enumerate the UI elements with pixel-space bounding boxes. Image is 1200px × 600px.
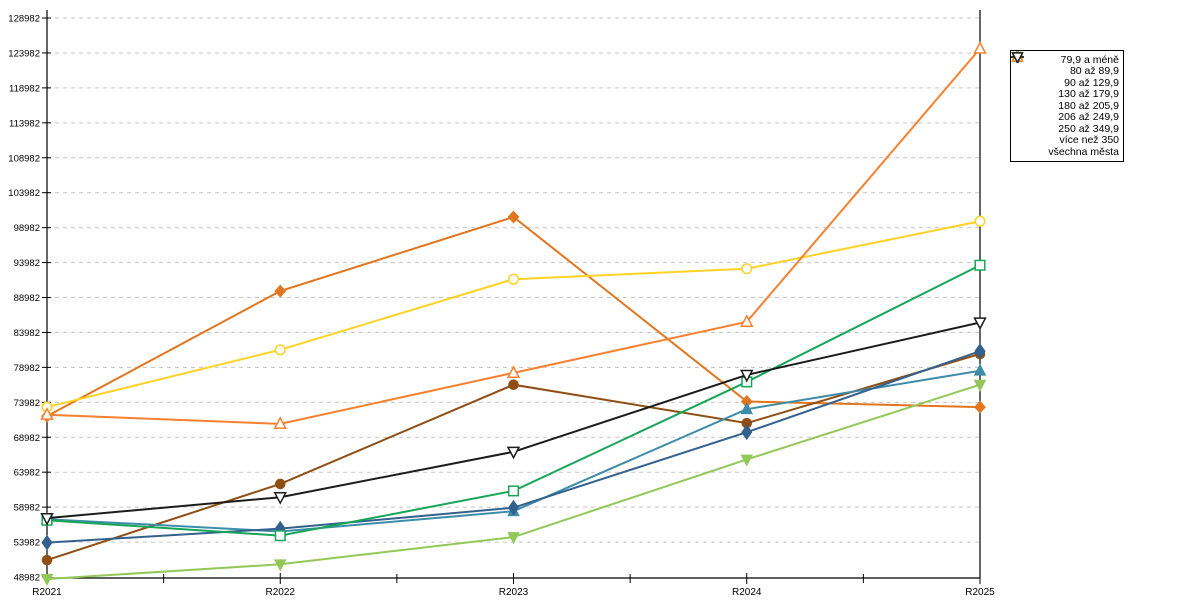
legend-marker-triangle-down-icon (1011, 52, 1024, 63)
series-více než 350 (40, 41, 987, 430)
series-130 až 179,9 (41, 343, 986, 551)
triangle-down-marker (1011, 52, 1024, 63)
y-axis-label: 123982 (8, 48, 40, 59)
triangle-down-marker (740, 369, 754, 383)
y-axis-label: 118982 (9, 83, 40, 94)
triangle-down-marker (506, 446, 521, 460)
legend-item-label: 80 až 89,9 (1069, 65, 1119, 77)
series-line (46, 220, 981, 409)
circle-marker (974, 215, 986, 227)
triangle-down-marker (507, 532, 520, 545)
diamond-tall-marker (507, 499, 520, 516)
triangle-up-marker (973, 363, 987, 376)
x-axis-label: R2024 (732, 587, 762, 598)
y-axis-label: 93982 (14, 258, 40, 269)
legend-item: všechna města (1011, 52, 1119, 158)
triangle-up-marker (740, 402, 754, 415)
triangle-down-marker (973, 379, 987, 392)
y-axis-label: 53982 (14, 538, 40, 549)
diamond-marker (274, 284, 287, 298)
diamond-tall-marker (974, 343, 986, 360)
y-axis-label: 113982 (9, 118, 40, 129)
legend-item-label: 180 až 205,9 (1058, 99, 1119, 112)
x-axis-label: R2022 (266, 587, 296, 598)
diamond-tall-marker (41, 534, 53, 551)
y-axis-label: 83982 (14, 328, 40, 339)
y-axis-label: 68982 (14, 433, 40, 444)
triangle-up-marker (273, 416, 287, 430)
y-axis-label: 58982 (14, 503, 40, 514)
y-axis-label: 48982 (14, 573, 40, 584)
chart-legend: 79,9 a méně 80 až 89,9 90 až 129,9 130 až 1… (1010, 50, 1124, 162)
triangle-down-marker (40, 574, 54, 587)
triangle-down-marker (740, 454, 754, 467)
series-250 až 349,9 (41, 215, 986, 413)
triangle-down-marker (973, 317, 987, 331)
diamond-tall-marker (741, 424, 753, 441)
triangle-up-marker (740, 314, 754, 327)
y-axis-label: 78982 (14, 363, 40, 374)
legend-item-label: 90 až 129,9 (1064, 76, 1119, 89)
series-79,9 a méně (41, 210, 986, 423)
series-line (46, 383, 981, 580)
y-axis-label: 73982 (14, 398, 40, 409)
x-axis-label: R2025 (965, 587, 995, 598)
triangle-up-marker (506, 365, 521, 379)
triangle-up-marker (40, 407, 54, 420)
diamond-marker (974, 400, 986, 414)
legend-item: více než 350 (1011, 51, 1119, 147)
legend-item-label: 79,9 a méně (1060, 53, 1119, 66)
y-axis-label: 98982 (14, 223, 40, 234)
series-180 až 205,9 (40, 379, 987, 587)
square-marker (974, 259, 986, 271)
circle-marker (507, 273, 520, 285)
legend-item-label: více než 350 (1059, 134, 1119, 146)
legend-item: 206 až 249,9 (1011, 51, 1119, 124)
circle-marker (274, 478, 286, 490)
diamond-marker (507, 210, 520, 224)
square-marker (507, 485, 520, 497)
legend-item: 130 až 179,9 (1011, 51, 1119, 101)
triangle-down-marker (273, 559, 287, 572)
legend-item-label: 130 až 179,9 (1058, 88, 1119, 100)
legend-item: 80 až 89,9 (1011, 52, 1119, 78)
y-axis-label: 88982 (14, 293, 40, 304)
legend-item-label: 206 až 249,9 (1058, 111, 1119, 123)
y-axis-label: 103982 (8, 188, 40, 199)
x-axis-label: R2021 (32, 587, 62, 598)
series-80 až 89,9 (41, 348, 986, 566)
triangle-down-marker (273, 492, 287, 505)
series-všechna města (40, 317, 987, 526)
triangle-up-marker (973, 41, 987, 54)
y-axis-label: 128982 (8, 14, 40, 25)
legend-item-label: 250 až 349,9 (1058, 122, 1119, 135)
circle-marker (741, 263, 753, 275)
circle-marker (274, 344, 286, 356)
y-axis-label: 63982 (14, 468, 40, 479)
triangle-down-marker (40, 513, 54, 526)
x-axis-label: R2023 (499, 587, 529, 598)
series-206 až 249,9 (41, 259, 986, 542)
y-axis-label: 108982 (8, 153, 40, 164)
circle-marker (41, 554, 53, 566)
legend-item-label: všechna města (1048, 145, 1119, 158)
circle-marker (508, 379, 519, 391)
square-marker (274, 530, 286, 542)
